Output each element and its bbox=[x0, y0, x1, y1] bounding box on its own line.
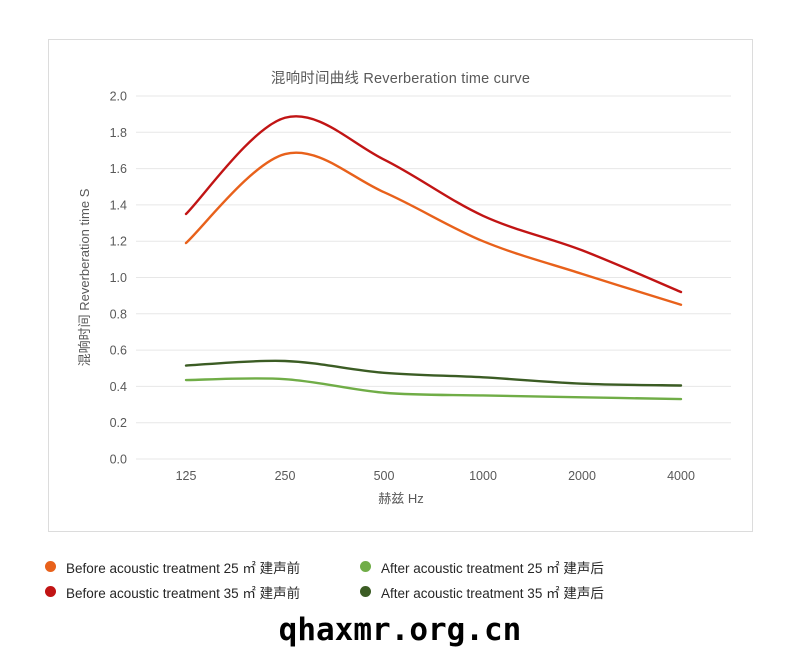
x-tick-label: 125 bbox=[176, 469, 197, 483]
chart-panel: 0.0 0.2 0.4 0.6 0.8 1.0 1.2 1.4 1.6 1.8 2.0 125 250 5… bbox=[48, 39, 753, 532]
legend-item-2: After acoustic treatment 25 ㎡ 建声后 bbox=[360, 557, 604, 577]
legend-item-3: After acoustic treatment 35 ㎡ 建声后 bbox=[360, 582, 604, 602]
y-tick-label: 0.6 bbox=[110, 344, 127, 358]
x-tick-label: 2000 bbox=[568, 469, 596, 483]
y-tick-label: 2.0 bbox=[110, 90, 127, 104]
x-tick-label: 250 bbox=[275, 469, 296, 483]
legend-marker-icon bbox=[360, 561, 371, 572]
legend-label: Before acoustic treatment 25 ㎡ 建声前 bbox=[66, 560, 301, 576]
series-line-3 bbox=[184, 359, 683, 387]
legend-marker-icon bbox=[45, 586, 56, 597]
legend-marker-icon bbox=[360, 586, 371, 597]
legend-label: After acoustic treatment 25 ㎡ 建声后 bbox=[381, 560, 604, 576]
legend-label: After acoustic treatment 35 ㎡ 建声后 bbox=[381, 585, 604, 601]
x-axis-title: 赫兹 Hz bbox=[378, 491, 424, 506]
y-tick-label: 0.8 bbox=[110, 307, 127, 321]
legend-item-0: Before acoustic treatment 25 ㎡ 建声前 bbox=[45, 557, 360, 577]
y-tick-label: 1.0 bbox=[110, 271, 127, 285]
y-tick-label: 1.6 bbox=[110, 162, 127, 176]
y-tick-label: 0.0 bbox=[110, 453, 127, 467]
y-axis-title: 混响时间 Reverberation time S bbox=[77, 188, 92, 366]
reverberation-line-chart: 0.0 0.2 0.4 0.6 0.8 1.0 1.2 1.4 1.6 1.8 2.0 125 250 5… bbox=[77, 90, 731, 506]
y-tick-label: 1.2 bbox=[110, 235, 127, 249]
y-tick-label: 0.2 bbox=[110, 416, 127, 430]
x-tick-label: 500 bbox=[374, 469, 395, 483]
chart-title: 混响时间曲线 Reverberation time curve bbox=[270, 71, 531, 87]
series-line-1 bbox=[184, 115, 683, 294]
y-tick-label: 0.4 bbox=[110, 380, 127, 394]
x-tick-label: 4000 bbox=[667, 469, 695, 483]
watermark-text: qhaxmr.org.cn bbox=[278, 612, 522, 648]
y-tick-label: 1.4 bbox=[110, 198, 127, 212]
legend-item-1: Before acoustic treatment 35 ㎡ 建声前 bbox=[45, 582, 360, 602]
y-tick-label: 1.8 bbox=[110, 126, 127, 140]
legend-label: Before acoustic treatment 35 ㎡ 建声前 bbox=[66, 585, 301, 601]
series-line-0 bbox=[184, 151, 683, 306]
x-tick-label: 1000 bbox=[469, 469, 497, 483]
series-line-2 bbox=[184, 377, 683, 401]
legend: Before acoustic treatment 25 ㎡ 建声前 Before… bbox=[45, 554, 604, 604]
legend-marker-icon bbox=[45, 561, 56, 572]
